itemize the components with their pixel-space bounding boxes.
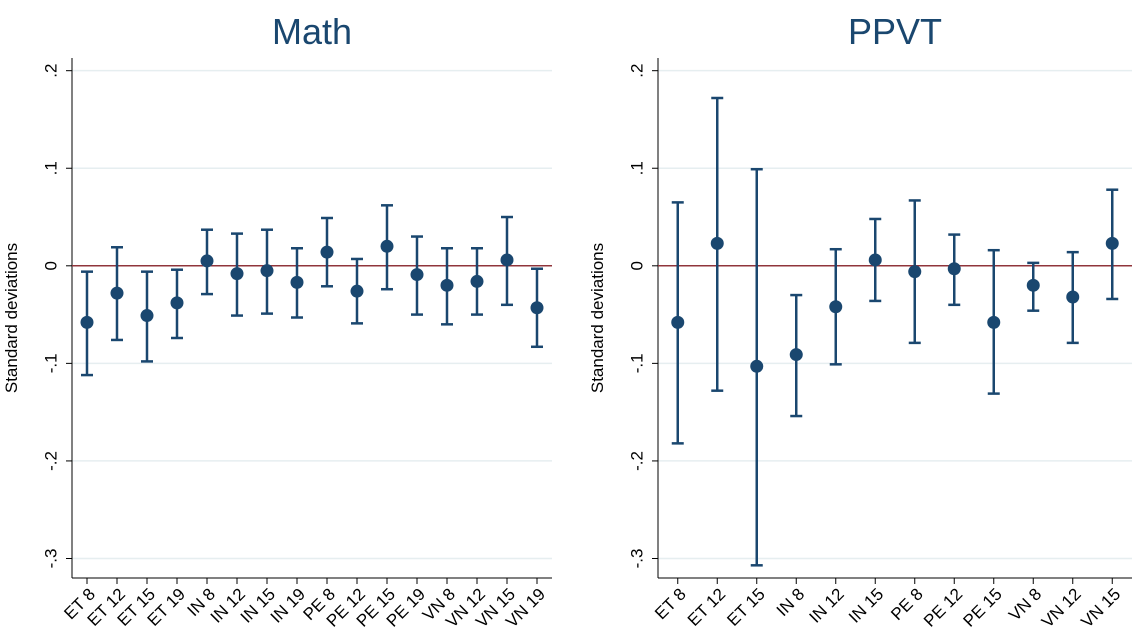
point — [410, 268, 424, 282]
y-axis-label: Standard deviations — [2, 243, 21, 393]
point — [380, 239, 394, 253]
y-tick-label: -.3 — [627, 549, 646, 569]
point — [868, 253, 882, 267]
point — [260, 264, 274, 278]
point — [1066, 290, 1080, 304]
x-tick-label: IN 12 — [806, 585, 848, 627]
point — [987, 315, 1001, 329]
point — [320, 245, 334, 259]
point — [170, 296, 184, 310]
x-tick-label: IN 8 — [773, 585, 808, 620]
point — [80, 315, 94, 329]
point — [470, 274, 484, 288]
y-tick-label: .2 — [627, 64, 646, 78]
y-tick-label: -.2 — [41, 451, 60, 471]
point — [230, 267, 244, 281]
point — [110, 286, 124, 300]
point — [908, 265, 922, 279]
y-tick-label: -.3 — [41, 549, 60, 569]
chart-title: Math — [272, 11, 352, 52]
point — [789, 348, 803, 362]
x-tick-label: PE 15 — [960, 585, 1006, 631]
point — [530, 301, 544, 315]
point — [140, 309, 154, 323]
y-tick-label: -.1 — [627, 353, 646, 373]
point — [750, 359, 764, 373]
point — [200, 254, 214, 268]
y-tick-label: -.2 — [627, 451, 646, 471]
x-tick-label: IN 15 — [845, 585, 887, 627]
x-tick-label: PE 12 — [920, 585, 966, 631]
point — [947, 262, 961, 276]
y-tick-label: .1 — [627, 161, 646, 175]
y-tick-label: 0 — [41, 261, 60, 270]
y-tick-label: 0 — [627, 261, 646, 270]
point — [1105, 236, 1119, 250]
x-tick-label: ET 12 — [684, 585, 729, 630]
point — [440, 278, 454, 292]
chart-title: PPVT — [848, 11, 942, 52]
point — [1026, 278, 1040, 292]
x-tick-label: ET 15 — [723, 585, 768, 630]
point — [290, 275, 304, 289]
point — [671, 315, 685, 329]
y-axis-label: Standard deviations — [588, 243, 607, 393]
x-tick-label: VN 15 — [1077, 585, 1124, 632]
y-tick-label: -.1 — [41, 353, 60, 373]
point — [710, 236, 724, 250]
x-tick-label: IN 19 — [267, 585, 309, 627]
point — [829, 300, 843, 314]
point — [350, 284, 364, 298]
y-tick-label: .2 — [41, 64, 60, 78]
x-tick-label: VN 12 — [1038, 585, 1085, 632]
y-tick-label: .1 — [41, 161, 60, 175]
point — [500, 253, 514, 267]
